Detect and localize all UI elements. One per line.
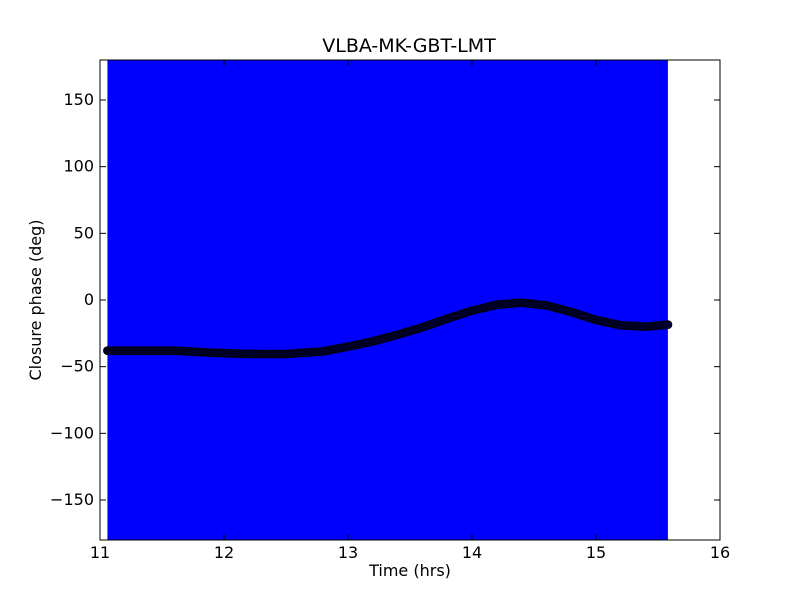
y-axis-label: Closure phase (deg) [26,219,45,380]
x-tick-label: 13 [338,543,358,562]
x-tick-label: 12 [214,543,234,562]
x-tick-label: 15 [586,543,606,562]
series-0 [103,298,673,359]
y-tick-label: 100 [63,157,94,176]
data-point [663,320,673,330]
plot-layer [100,60,720,540]
chart-title: VLBA-MK-GBT-LMT [322,35,496,57]
x-tick-label: 11 [90,543,110,562]
error-band [107,60,668,540]
y-tick-label: 0 [84,290,94,309]
y-tick-label: −100 [50,423,94,442]
x-tick-label: 14 [462,543,482,562]
x-tick-label: 16 [710,543,730,562]
y-tick-label: 150 [63,90,94,109]
y-tick-label: −150 [50,490,94,509]
y-tick-label: 50 [74,223,94,242]
axes-layer: 11 12 13 14 15 16 150 100 50 0 −50 −100 −150 [50,59,730,562]
y-tick-label: −50 [60,357,94,376]
x-axis-label: Time (hrs) [368,561,451,580]
